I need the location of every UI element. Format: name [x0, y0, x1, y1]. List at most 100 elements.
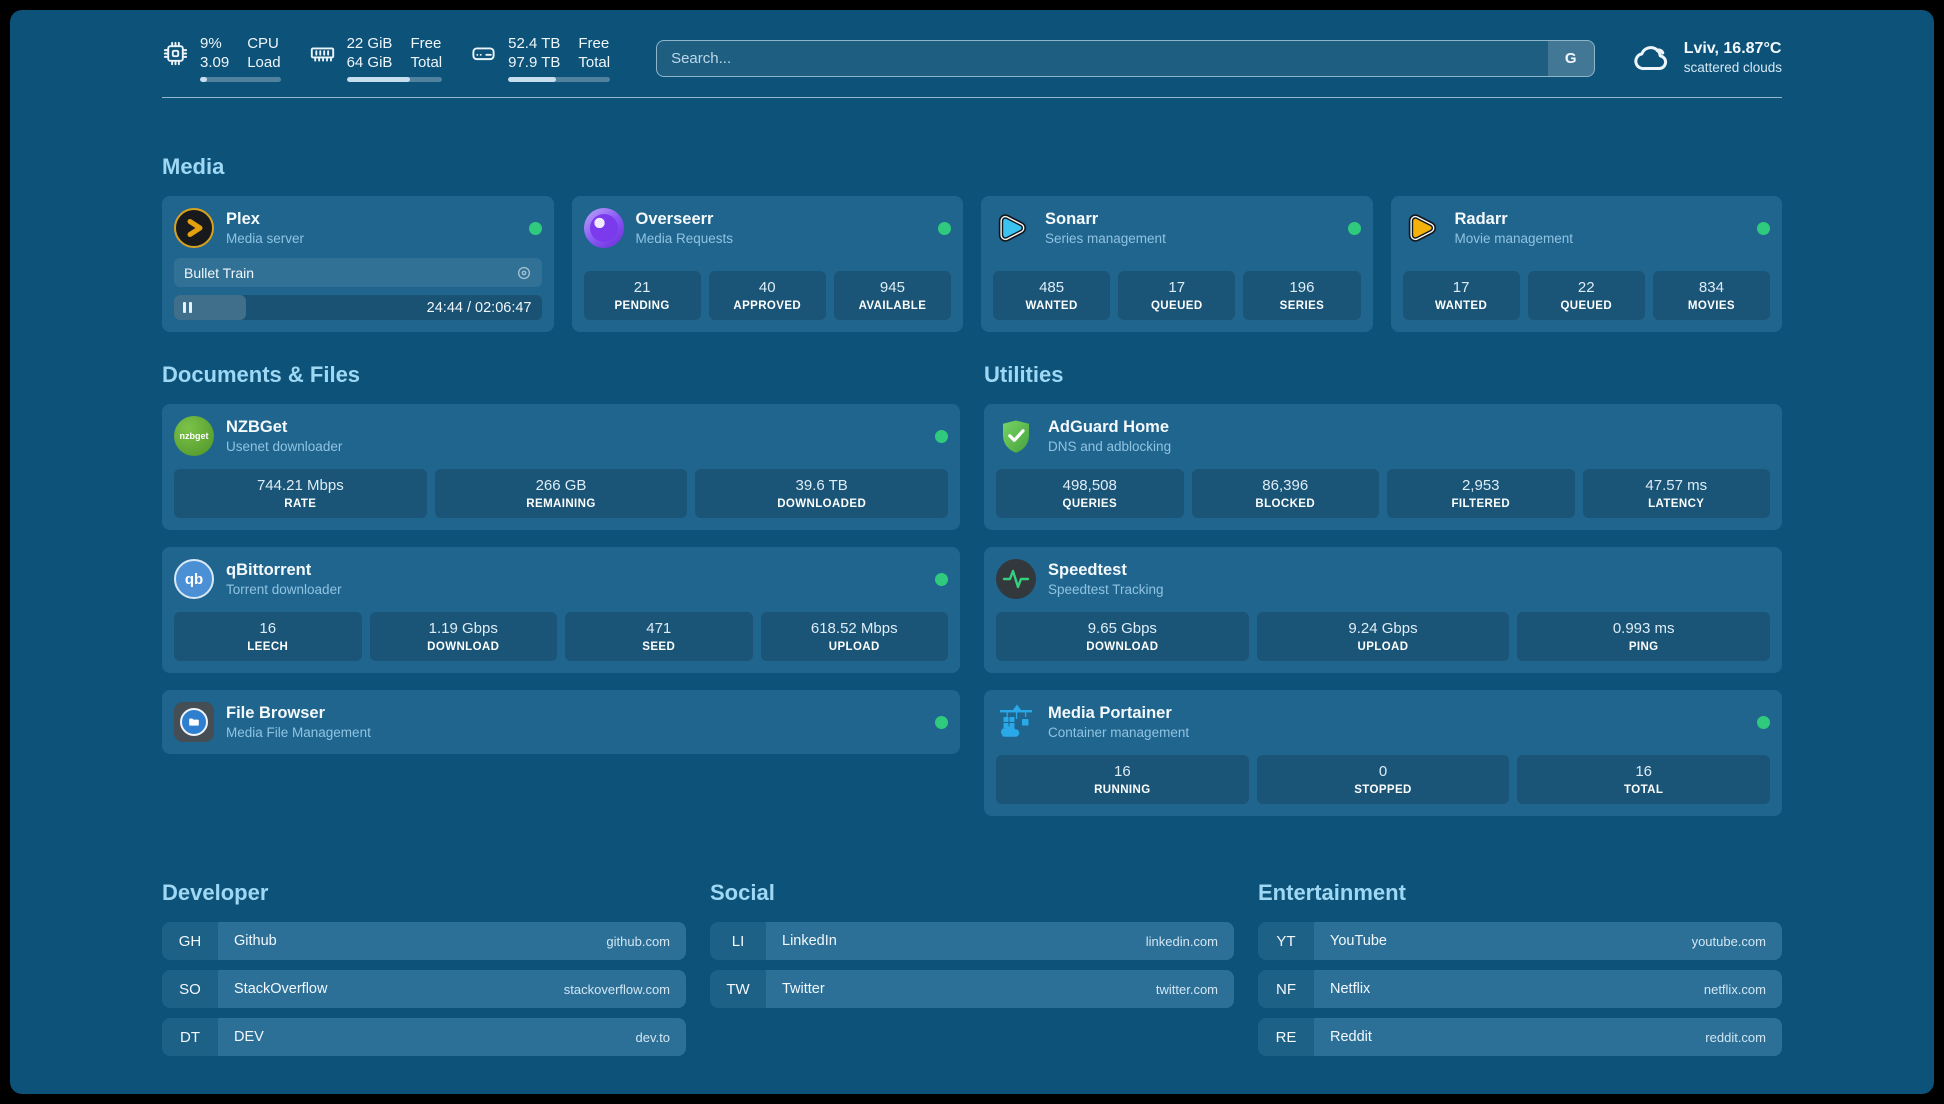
status-dot	[935, 429, 948, 443]
stat-value: 16	[1113, 763, 1131, 780]
service-card-adguard[interactable]: AdGuard Home DNS and adblocking 498,508 …	[984, 404, 1782, 530]
stat-label: QUEUED	[1560, 300, 1613, 312]
memory-icon	[309, 40, 336, 67]
stat-tile: 17 QUEUED	[1118, 271, 1236, 320]
bookmark-github[interactable]: GH Github github.com	[162, 922, 686, 960]
status-dot	[528, 221, 542, 235]
now-playing-title: Bullet Train	[184, 264, 255, 281]
section-heading-documents: Documents & Files	[162, 362, 361, 387]
weather-condition: scattered clouds	[1683, 60, 1782, 75]
stat-tile: 498,508 QUERIES	[996, 469, 1184, 518]
stat-tile: 945 AVAILABLE	[833, 271, 952, 320]
service-card-portainer[interactable]: Media Portainer Container management 16 …	[984, 690, 1782, 816]
stat-label: RUNNING	[1094, 784, 1151, 796]
stat-value: 17	[1452, 279, 1470, 296]
bookmark-domain: netflix.com	[1703, 981, 1766, 997]
playback-time: 24:44 / 02:06:47	[426, 299, 532, 316]
service-subtitle: Media File Management	[226, 725, 371, 740]
cpu-usage-label: CPU	[247, 35, 279, 52]
stat-label: QUERIES	[1062, 498, 1118, 510]
stat-value: 196	[1289, 279, 1315, 296]
stat-label: WANTED	[1434, 300, 1488, 312]
memory-progress-fill	[346, 77, 410, 82]
stat-value: 834	[1698, 279, 1724, 296]
bookmark-group-social: Social LI LinkedIn linkedin.com TW Twitt…	[710, 880, 1234, 1056]
bookmark-stackoverflow[interactable]: SO StackOverflow stackoverflow.com	[162, 970, 686, 1008]
disk-progress-bar	[508, 77, 611, 82]
pause-button[interactable]	[183, 302, 192, 314]
stat-value: 16	[259, 620, 277, 637]
search-bar[interactable]: G	[656, 39, 1595, 77]
search-provider-button[interactable]: G	[1547, 40, 1594, 76]
section-heading-developer: Developer	[162, 880, 269, 905]
stat-tile: 485 WANTED	[993, 271, 1111, 320]
stat-value: 744.21 Mbps	[256, 477, 344, 494]
stat-value: 498,508	[1062, 477, 1117, 494]
service-title: File Browser	[226, 704, 326, 722]
weather-location-temp: Lviv, 16.87°C	[1683, 40, 1782, 57]
bookmark-name: Reddit	[1330, 1029, 1372, 1045]
bookmark-linkedin[interactable]: LI LinkedIn linkedin.com	[710, 922, 1234, 960]
service-subtitle: Movie management	[1454, 231, 1574, 246]
stat-label: QUEUED	[1150, 300, 1203, 312]
bookmark-abbr: DT	[162, 1018, 218, 1056]
service-card-sonarr[interactable]: Sonarr Series management 485 WANTED 17 Q…	[981, 196, 1373, 332]
service-card-plex[interactable]: Plex Media server Bullet Train 24:44 / 0	[162, 196, 554, 332]
stat-tile: 0 STOPPED	[1256, 755, 1510, 804]
service-card-qbittorrent[interactable]: qb qBittorrent Torrent downloader 16 LEE…	[162, 547, 960, 673]
bookmark-twitter[interactable]: TW Twitter twitter.com	[710, 970, 1234, 1008]
bookmark-netflix[interactable]: NF Netflix netflix.com	[1258, 970, 1782, 1008]
bookmark-domain: github.com	[606, 933, 670, 949]
stat-value: 47.57 ms	[1645, 477, 1708, 494]
memory-free-label: Free	[410, 35, 442, 52]
memory-widget: 22 GiB 64 GiB Free Total	[309, 34, 443, 82]
now-playing-settings-icon[interactable]	[516, 265, 532, 281]
section-heading-utilities: Utilities	[984, 362, 1064, 387]
stat-tile: 9.65 Gbps DOWNLOAD	[996, 612, 1249, 661]
stat-value: 86,396	[1262, 477, 1309, 494]
bookmark-group-developer: Developer GH Github github.com SO StackO…	[162, 880, 686, 1056]
service-title: Overseerr	[635, 210, 714, 228]
stat-label: SEED	[642, 641, 676, 653]
search-input[interactable]	[657, 40, 1548, 76]
bookmark-name: Netflix	[1330, 981, 1371, 997]
sonarr-icon	[993, 208, 1033, 248]
qbittorrent-icon: qb	[174, 559, 214, 599]
service-card-speedtest[interactable]: Speedtest Speedtest Tracking 9.65 Gbps D…	[984, 547, 1782, 673]
bookmark-abbr: TW	[710, 970, 766, 1008]
bookmark-name: Github	[234, 933, 277, 949]
memory-total-value: 64 GiB	[346, 54, 393, 71]
status-dot	[938, 221, 951, 235]
service-subtitle: Container management	[1048, 725, 1190, 740]
service-subtitle: Torrent downloader	[226, 582, 342, 597]
now-playing-row: Bullet Train	[174, 258, 542, 288]
stat-tile: 471 SEED	[565, 612, 753, 661]
service-subtitle: DNS and adblocking	[1048, 439, 1172, 454]
bookmark-youtube[interactable]: YT YouTube youtube.com	[1258, 922, 1782, 960]
service-card-overseerr[interactable]: Overseerr Media Requests 21 PENDING 40 A…	[571, 196, 963, 332]
service-title: Media Portainer	[1048, 704, 1172, 722]
service-card-filebrowser[interactable]: File Browser Media File Management	[162, 690, 960, 754]
stat-tile: 1.19 Gbps DOWNLOAD	[369, 612, 557, 661]
stat-label: UPLOAD	[828, 641, 880, 653]
bookmark-name: YouTube	[1330, 933, 1387, 949]
cpu-progress-fill	[200, 77, 208, 82]
stat-label: TOTAL	[1624, 784, 1664, 796]
stat-label: BLOCKED	[1255, 498, 1316, 510]
stat-label: FILTERED	[1451, 498, 1511, 510]
service-subtitle: Media Requests	[635, 231, 734, 246]
stat-label: LEECH	[247, 641, 289, 653]
stat-label: AVAILABLE	[858, 300, 927, 312]
cloud-icon	[1633, 39, 1671, 77]
status-dot	[1347, 221, 1361, 235]
service-title: Speedtest	[1048, 561, 1127, 579]
bookmark-dev[interactable]: DT DEV dev.to	[162, 1018, 686, 1056]
service-card-radarr[interactable]: Radarr Movie management 17 WANTED 22 QUE…	[1390, 196, 1782, 332]
stat-tile: 16 LEECH	[174, 612, 362, 661]
disk-total-value: 97.9 TB	[508, 54, 561, 71]
service-card-nzbget[interactable]: nzbget NZBGet Usenet downloader 744.21 M…	[162, 404, 960, 530]
bookmark-reddit[interactable]: RE Reddit reddit.com	[1258, 1018, 1782, 1056]
stat-value: 9.65 Gbps	[1087, 620, 1157, 637]
adguard-icon	[996, 416, 1036, 456]
